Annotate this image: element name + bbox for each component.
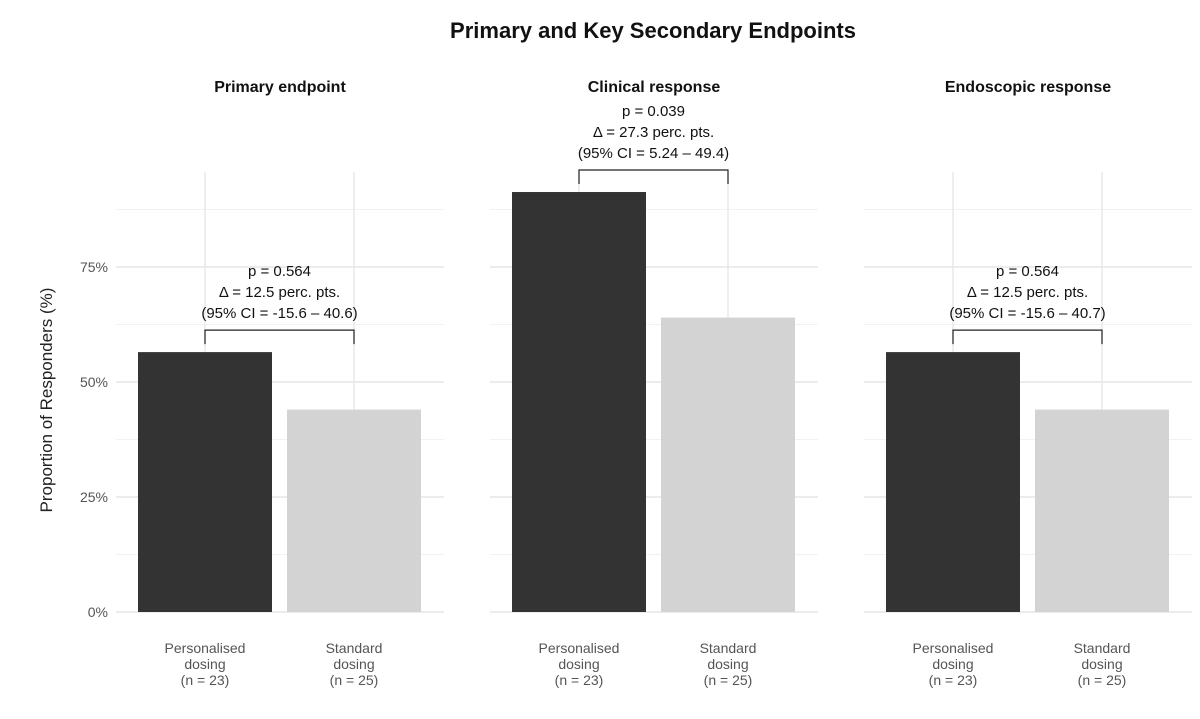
annotation-text: (95% CI = -15.6 – 40.7) <box>949 305 1105 322</box>
panel-title: Clinical response <box>588 79 721 96</box>
x-tick-label: Standard <box>326 640 383 656</box>
facet-panel: Endoscopic responsePersonaliseddosing(n … <box>864 79 1192 688</box>
annotation-text: p = 0.039 <box>622 103 685 120</box>
x-tick-label: (n = 25) <box>330 672 379 688</box>
x-tick-label: (n = 23) <box>181 672 230 688</box>
y-tick-label: 0% <box>88 604 108 620</box>
significance-bracket <box>204 329 355 345</box>
y-tick-label: 50% <box>80 374 108 390</box>
panel-title: Endoscopic response <box>945 79 1111 96</box>
x-tick-label: Standard <box>700 640 757 656</box>
significance-bracket <box>952 329 1103 345</box>
y-axis-label: Proportion of Responders (%) <box>37 288 56 513</box>
y-tick-label: 75% <box>80 259 108 275</box>
x-tick-label: Personalised <box>165 640 246 656</box>
panel-title: Primary endpoint <box>214 79 346 96</box>
bar <box>512 192 646 612</box>
annotation-text: p = 0.564 <box>996 263 1059 280</box>
x-tick-label: Personalised <box>913 640 994 656</box>
x-tick-label: Personalised <box>539 640 620 656</box>
bar <box>287 409 421 612</box>
x-tick-label: (n = 23) <box>555 672 604 688</box>
annotation-text: Δ = 27.3 perc. pts. <box>593 124 714 141</box>
bar <box>661 317 795 612</box>
bar <box>1035 409 1169 612</box>
x-tick-label: (n = 25) <box>1078 672 1127 688</box>
y-tick-label: 25% <box>80 489 108 505</box>
x-tick-label: dosing <box>932 656 973 672</box>
x-tick-label: (n = 25) <box>704 672 753 688</box>
bar <box>886 352 1020 612</box>
annotation-text: Δ = 12.5 perc. pts. <box>219 284 340 301</box>
x-tick-label: (n = 23) <box>929 672 978 688</box>
annotation-text: Δ = 12.5 perc. pts. <box>967 284 1088 301</box>
chart-title: Primary and Key Secondary Endpoints <box>450 18 856 43</box>
x-tick-label: dosing <box>707 656 748 672</box>
annotation-text: (95% CI = -15.6 – 40.6) <box>201 305 357 322</box>
x-tick-label: Standard <box>1074 640 1131 656</box>
x-tick-label: dosing <box>1081 656 1122 672</box>
annotation-text: p = 0.564 <box>248 263 311 280</box>
x-tick-label: dosing <box>333 656 374 672</box>
bar <box>138 352 272 612</box>
x-tick-label: dosing <box>558 656 599 672</box>
annotation-text: (95% CI = 5.24 – 49.4) <box>578 145 729 162</box>
significance-bracket <box>578 169 729 185</box>
x-tick-label: dosing <box>184 656 225 672</box>
